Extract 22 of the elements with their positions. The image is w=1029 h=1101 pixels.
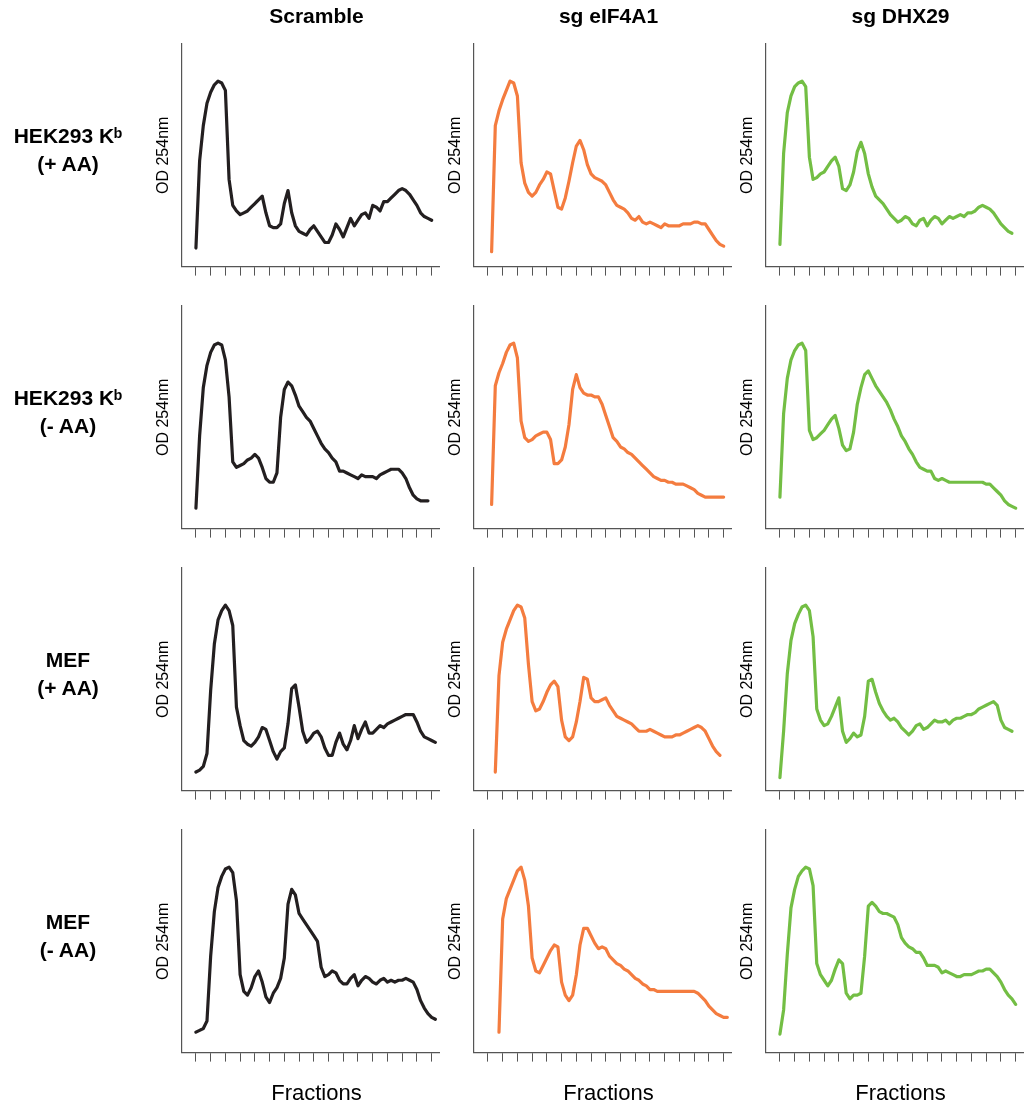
- y-axis-title: OD 254nm: [154, 116, 172, 194]
- chart-title: Scramble: [268, 4, 365, 28]
- y-axis-title: OD 254nm: [154, 640, 172, 718]
- y-axis-title: OD 254nm: [738, 116, 756, 194]
- y-axis-title: OD 254nm: [738, 902, 756, 980]
- y-axis-title: OD 254nm: [738, 378, 756, 456]
- y-axis-title: OD 254nm: [446, 116, 464, 194]
- chart-title: sg eIF4A1: [557, 4, 660, 28]
- x-axis-title: Fractions: [270, 1080, 363, 1101]
- y-axis-title: OD 254nm: [738, 640, 756, 718]
- chart-title: sg DHX29: [850, 4, 951, 28]
- x-axis-title: Fractions: [854, 1080, 947, 1101]
- y-axis-title: OD 254nm: [446, 640, 464, 718]
- text: HEK293 Kᵇ (+ AA): [12, 122, 124, 177]
- text: MEF (+ AA): [36, 646, 100, 701]
- y-axis-title: OD 254nm: [446, 902, 464, 980]
- y-axis-title: OD 254nm: [154, 378, 172, 456]
- y-axis-title: OD 254nm: [446, 378, 464, 456]
- text: HEK293 Kᵇ (- AA): [12, 384, 124, 439]
- x-axis-title: Fractions: [562, 1080, 655, 1101]
- text: MEF (- AA): [38, 908, 98, 963]
- y-axis-title: OD 254nm: [154, 902, 172, 980]
